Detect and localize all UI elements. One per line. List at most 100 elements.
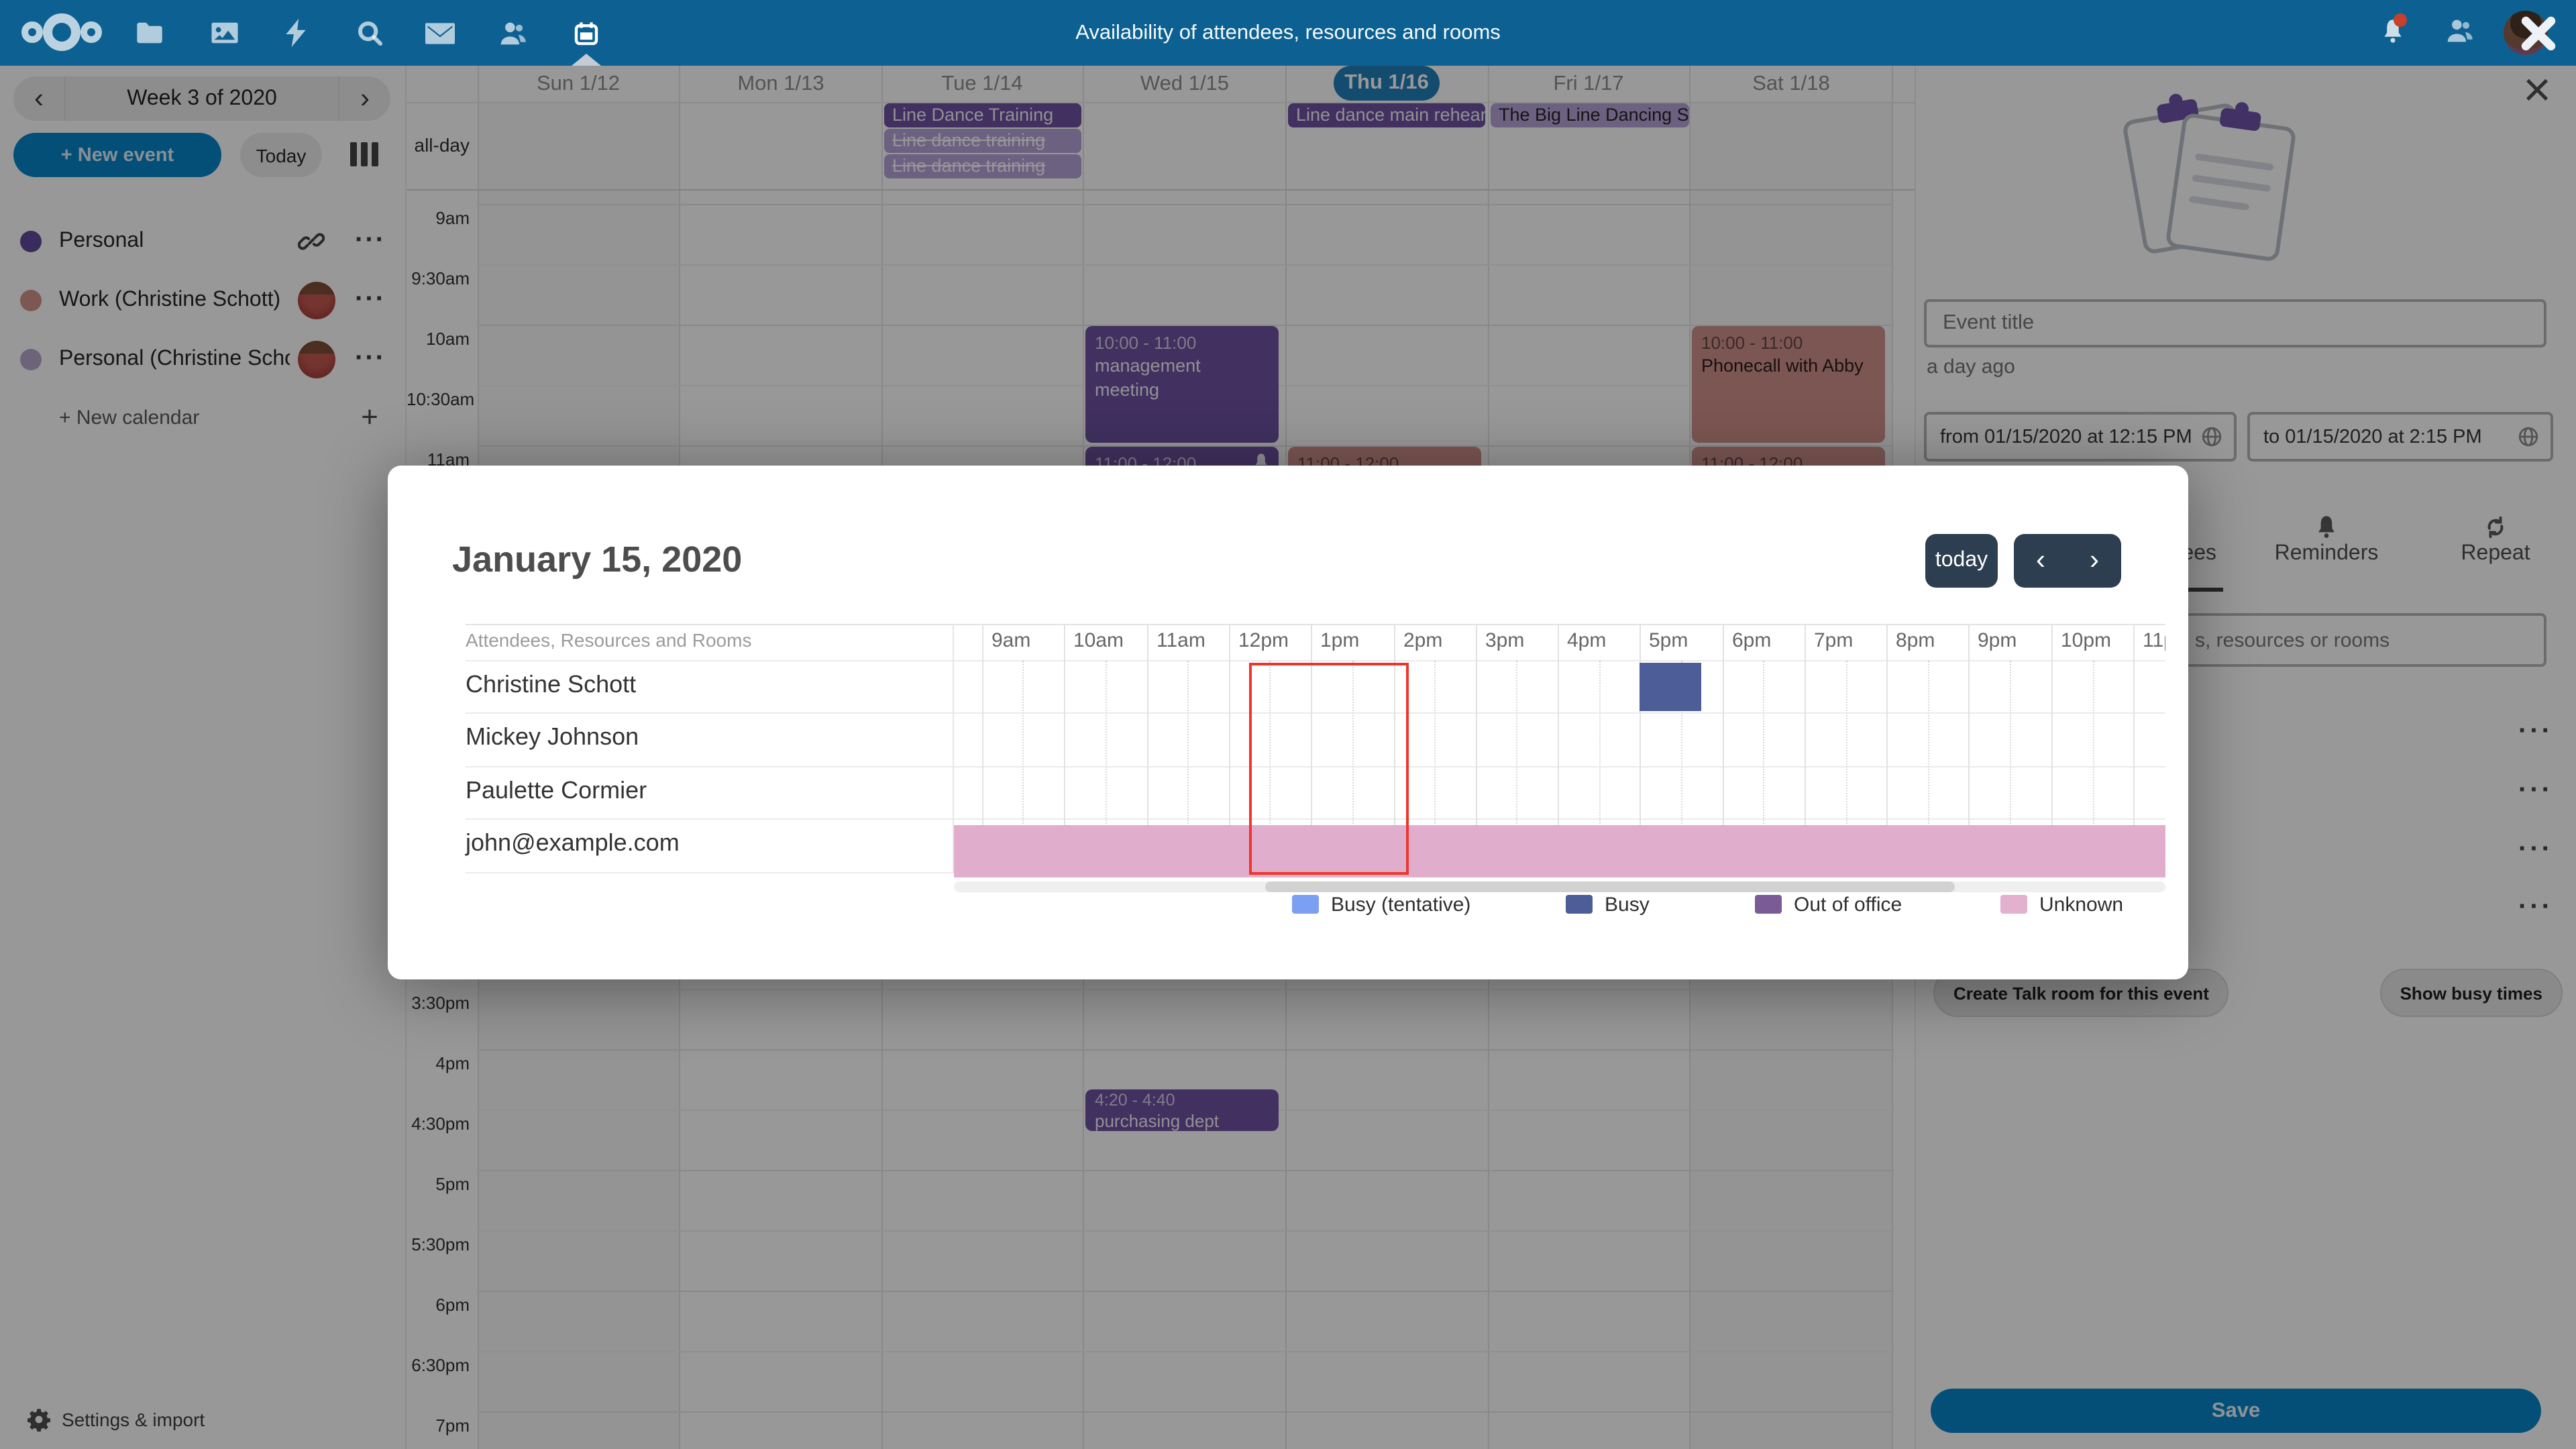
calendar-color-dot[interactable] bbox=[20, 349, 42, 370]
legend-swatch-busy-tentative bbox=[1292, 895, 1319, 914]
plus-icon[interactable]: + bbox=[361, 400, 380, 433]
event-start-field[interactable]: from 01/15/2020 at 12:15 PM bbox=[1924, 412, 2237, 462]
modal-today-button[interactable]: today bbox=[1925, 534, 1998, 588]
save-button[interactable]: Save bbox=[1931, 1389, 2541, 1433]
grid-time-label: 9am bbox=[991, 629, 1031, 652]
event-title-field[interactable] bbox=[1924, 299, 2576, 347]
time-label: 4pm bbox=[435, 1053, 470, 1073]
next-week-button[interactable]: › bbox=[338, 76, 390, 121]
settings-import-label[interactable]: Settings & import bbox=[62, 1409, 205, 1430]
event-time: 4:20 - 4:40 bbox=[1095, 1091, 1175, 1110]
notifications-bell-icon[interactable] bbox=[2379, 13, 2407, 46]
grid-scrollbar-thumb[interactable] bbox=[1265, 881, 1955, 892]
top-bar: Availability of attendees, resources and… bbox=[0, 0, 2576, 66]
half-hour-gridline bbox=[1516, 660, 1517, 872]
share-link-icon[interactable] bbox=[298, 228, 325, 255]
grid-time-label: 5pm bbox=[1649, 629, 1688, 652]
calendar-name: Work (Christine Schott) bbox=[59, 288, 281, 311]
event-phonecall-with-abby[interactable]: 10:00 - 11:00 Phonecall with Abby bbox=[1692, 326, 1885, 443]
calendar-item-personal[interactable]: Personal ··· bbox=[0, 212, 405, 271]
hour-gridline bbox=[1229, 624, 1230, 872]
day-header[interactable]: Sat 1/18 bbox=[1752, 72, 1830, 95]
event-title-input[interactable] bbox=[1927, 302, 2576, 345]
attendee-actions-menu[interactable]: ··· bbox=[2518, 775, 2553, 805]
calendar-color-dot[interactable] bbox=[20, 290, 42, 311]
previous-day-button[interactable]: ‹ bbox=[2036, 545, 2045, 576]
calendar-item-personal-shared[interactable]: Personal (Christine Scho… ··· bbox=[0, 330, 405, 389]
contacts-menu-icon[interactable] bbox=[2445, 17, 2474, 44]
activity-app-icon[interactable] bbox=[266, 0, 325, 66]
time-label: 3:30pm bbox=[411, 993, 470, 1013]
tab-repeat[interactable]: Repeat bbox=[2461, 542, 2530, 565]
week-label[interactable]: Week 3 of 2020 bbox=[127, 87, 277, 109]
day-header[interactable]: Tue 1/14 bbox=[941, 72, 1023, 95]
attendee-actions-menu[interactable]: ··· bbox=[2518, 892, 2553, 922]
nextcloud-logo[interactable] bbox=[19, 12, 107, 54]
busy-block bbox=[1640, 663, 1701, 711]
attendee-row: Christine Schott bbox=[466, 671, 637, 698]
legend-label: Busy bbox=[1605, 893, 1650, 916]
time-label: 9:30am bbox=[411, 268, 470, 288]
attendee-actions-menu[interactable]: ··· bbox=[2518, 716, 2553, 746]
grid-time-label: 11pm bbox=[2143, 629, 2165, 652]
time-label: 6:30pm bbox=[411, 1355, 470, 1375]
event-end-field[interactable]: to 01/15/2020 at 2:15 PM bbox=[2247, 412, 2553, 462]
day-header[interactable]: Wed 1/15 bbox=[1140, 72, 1230, 95]
contacts-app-icon[interactable] bbox=[483, 0, 542, 66]
week-navigation: ‹ Week 3 of 2020 › bbox=[13, 76, 390, 121]
reminders-bell-icon bbox=[2313, 514, 2340, 541]
availability-grid[interactable]: 9am 10am 11am 12pm 1pm 2pm 3pm 4pm 5pm 6… bbox=[954, 613, 2165, 898]
time-label: 5pm bbox=[435, 1174, 470, 1194]
all-day-event[interactable]: The Big Line Dancing Show bbox=[1491, 103, 1689, 127]
photos-app-icon[interactable] bbox=[195, 0, 254, 66]
event-management-meeting[interactable]: 10:00 - 11:00 management meeting bbox=[1085, 326, 1279, 443]
mail-app-icon[interactable] bbox=[411, 0, 470, 66]
attendee-actions-menu[interactable]: ··· bbox=[2518, 835, 2553, 864]
calendar-actions-menu[interactable]: ··· bbox=[355, 343, 386, 373]
owner-avatar bbox=[298, 341, 335, 378]
previous-week-button[interactable]: ‹ bbox=[13, 76, 66, 121]
event-time: 10:00 - 11:00 bbox=[1095, 333, 1197, 353]
time-label: 6pm bbox=[435, 1295, 470, 1315]
tab-reminders[interactable]: Reminders bbox=[2274, 542, 2379, 565]
timezone-globe-icon[interactable] bbox=[2517, 425, 2551, 448]
calendar-color-dot[interactable] bbox=[20, 231, 42, 252]
gear-icon[interactable] bbox=[27, 1407, 51, 1432]
grid-scrollbar-track[interactable] bbox=[954, 881, 2165, 892]
all-day-event-cancelled[interactable]: Line dance training bbox=[884, 129, 1081, 153]
day-header[interactable]: Fri 1/17 bbox=[1553, 72, 1624, 95]
calendar-app-icon[interactable] bbox=[557, 0, 616, 66]
time-label: 5:30pm bbox=[411, 1234, 470, 1254]
search-app-icon[interactable] bbox=[341, 0, 400, 66]
grid-time-label: 10pm bbox=[2061, 629, 2112, 652]
day-header-today[interactable]: Thu 1/16 bbox=[1334, 66, 1440, 101]
next-day-button[interactable]: › bbox=[2090, 545, 2099, 576]
all-day-event[interactable]: Line Dance Training bbox=[884, 103, 1081, 127]
event-purchasing-dept[interactable]: 4:20 - 4:40 purchasing dept bbox=[1085, 1089, 1279, 1131]
day-header[interactable]: Sun 1/12 bbox=[536, 72, 621, 95]
calendar-actions-menu[interactable]: ··· bbox=[355, 284, 386, 314]
today-button[interactable]: Today bbox=[240, 133, 322, 177]
new-event-button[interactable]: + New event bbox=[13, 133, 221, 177]
timezone-globe-icon[interactable] bbox=[2200, 425, 2234, 448]
event-time-selection[interactable] bbox=[1249, 663, 1409, 875]
calendar-name: Personal (Christine Scho… bbox=[59, 347, 290, 370]
grid-time-label: 2pm bbox=[1403, 629, 1443, 652]
attendee-row: Mickey Johnson bbox=[466, 723, 639, 750]
new-calendar-item[interactable]: + New calendar + bbox=[0, 389, 405, 448]
half-hour-gridline bbox=[1763, 660, 1764, 872]
close-icon[interactable]: × bbox=[2522, 62, 2552, 117]
hour-gridline bbox=[1476, 624, 1477, 872]
files-app-icon[interactable] bbox=[119, 0, 178, 66]
day-header[interactable]: Mon 1/13 bbox=[737, 72, 824, 95]
legend-swatch-unknown bbox=[2000, 895, 2027, 914]
calendar-item-work[interactable]: Work (Christine Schott) ··· bbox=[0, 271, 405, 330]
table-line bbox=[466, 712, 2165, 714]
all-day-event[interactable]: Line dance main rehearsal bbox=[1288, 103, 1485, 127]
show-busy-times-button[interactable]: Show busy times bbox=[2379, 969, 2563, 1017]
all-day-event-cancelled[interactable]: Line dance training bbox=[884, 154, 1081, 178]
calendar-actions-menu[interactable]: ··· bbox=[355, 225, 386, 255]
grid-time-label: 7pm bbox=[1814, 629, 1854, 652]
half-hour-gridline bbox=[1106, 660, 1107, 872]
view-toggle-week-icon[interactable] bbox=[350, 142, 378, 166]
